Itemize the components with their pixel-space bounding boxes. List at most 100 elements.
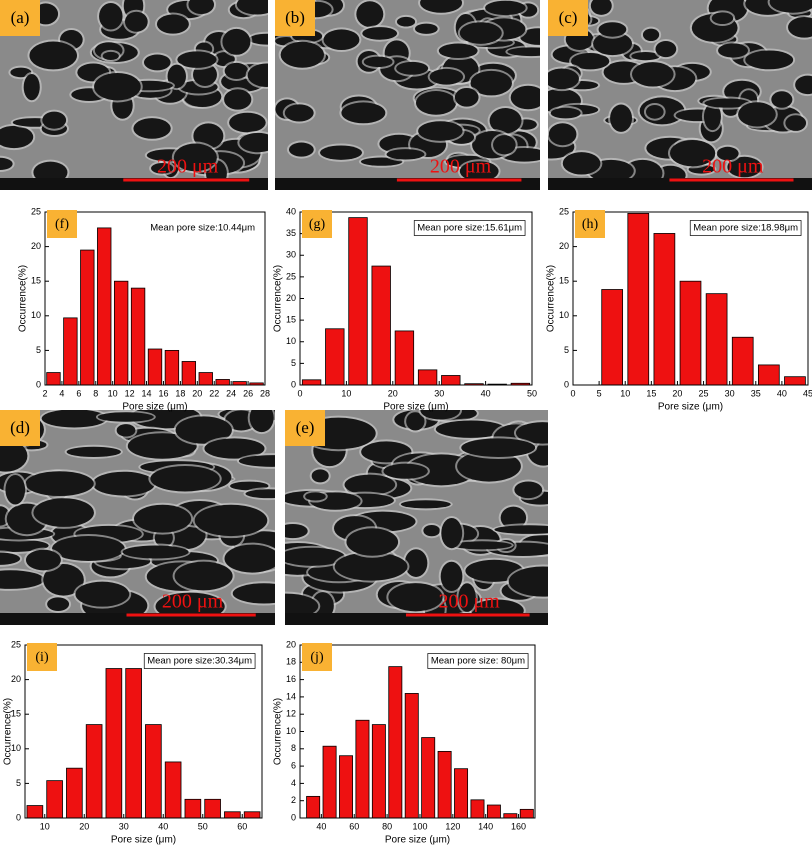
pore [459, 22, 502, 44]
pore [769, 0, 812, 13]
pore [52, 536, 125, 561]
x-tick-label: 30 [119, 821, 129, 831]
pore [285, 523, 308, 539]
label-box [275, 0, 315, 36]
pore [388, 583, 443, 612]
pore [33, 161, 68, 184]
pore [151, 163, 174, 174]
pore [718, 43, 749, 58]
annotation: Mean pore size: 80μm [431, 656, 525, 667]
x-tick-label: 26 [243, 388, 253, 398]
y-tick-label: 0 [564, 379, 569, 389]
bar [181, 361, 197, 386]
label-box [548, 0, 588, 36]
x-tick-label: 30 [725, 388, 735, 398]
pore [188, 0, 215, 15]
pore [745, 50, 794, 70]
pore [404, 549, 428, 577]
x-tick-label: 40 [158, 821, 168, 831]
bar [46, 780, 63, 819]
pore [311, 592, 334, 620]
pore [631, 52, 660, 61]
panel-label: (c) [559, 8, 578, 27]
pore [0, 570, 45, 589]
y-tick-label: 40 [286, 206, 296, 216]
bar [26, 805, 44, 819]
panel-label: (g) [309, 217, 326, 232]
pore [485, 0, 526, 16]
pore [41, 410, 107, 428]
bar [80, 249, 95, 386]
x-tick-label: 10 [620, 388, 630, 398]
y-tick-label: 10 [11, 743, 21, 753]
pore [247, 63, 268, 87]
x-tick-label: 12 [125, 388, 135, 398]
bar [371, 265, 391, 386]
x-axis-label: Pore size (μm) [111, 835, 176, 846]
pore [94, 72, 141, 101]
bar [105, 668, 123, 819]
pore [288, 142, 314, 157]
pore [500, 506, 527, 529]
pore [493, 135, 516, 155]
panel-label: (d) [10, 418, 30, 437]
x-tick-label: 160 [511, 821, 526, 831]
pore [25, 549, 61, 571]
pore [224, 62, 249, 79]
pore [75, 581, 130, 607]
y-tick-label: 14 [286, 691, 296, 701]
y-axis-label: Occurrence(%) [3, 698, 14, 765]
bar [679, 280, 702, 386]
x-tick-label: 50 [527, 388, 537, 398]
pore [122, 545, 189, 559]
pore [383, 463, 428, 479]
x-tick-label: 60 [237, 821, 247, 831]
bar [441, 375, 461, 386]
plot-frame [44, 211, 266, 386]
pore [156, 14, 189, 34]
pore [222, 28, 251, 55]
bar [417, 369, 438, 386]
bar [145, 724, 162, 819]
bar [224, 811, 241, 819]
pore [236, 0, 268, 15]
y-tick-label: 30 [286, 250, 296, 260]
x-tick-label: 35 [751, 388, 761, 398]
x-tick-label: 15 [646, 388, 656, 398]
y-tick-label: 8 [291, 743, 296, 753]
pore [429, 68, 464, 85]
pore [248, 33, 268, 45]
pore [470, 70, 512, 96]
pore [631, 62, 674, 87]
bar [653, 233, 676, 386]
y-tick-label: 10 [559, 310, 569, 320]
pore [396, 61, 429, 75]
pore [102, 51, 119, 61]
x-axis-label: Pore size (μm) [122, 402, 187, 413]
y-tick-label: 25 [11, 639, 21, 649]
scale-text: 200 μm [157, 156, 219, 178]
x-tick-label: 60 [349, 821, 359, 831]
y-tick-label: 10 [31, 310, 41, 320]
x-tick-label: 6 [76, 388, 81, 398]
x-tick-label: 50 [198, 821, 208, 831]
bar [519, 808, 534, 819]
y-axis-label: Occurrence(%) [273, 265, 284, 332]
x-tick-label: 25 [699, 388, 709, 398]
pore [458, 583, 476, 612]
pore [33, 498, 94, 527]
pore [311, 469, 329, 483]
pore [133, 118, 171, 139]
pore [167, 64, 186, 89]
scale-text: 200 μm [438, 591, 500, 613]
pore [177, 51, 217, 68]
x-tick-label: 20 [672, 388, 682, 398]
bar [232, 381, 247, 386]
bar [63, 317, 78, 386]
annotation: Mean pore size:30.34μm [147, 656, 252, 667]
pore [43, 563, 84, 596]
y-tick-label: 5 [564, 345, 569, 355]
bar [503, 813, 518, 819]
pore [174, 561, 233, 591]
pore [703, 103, 721, 131]
